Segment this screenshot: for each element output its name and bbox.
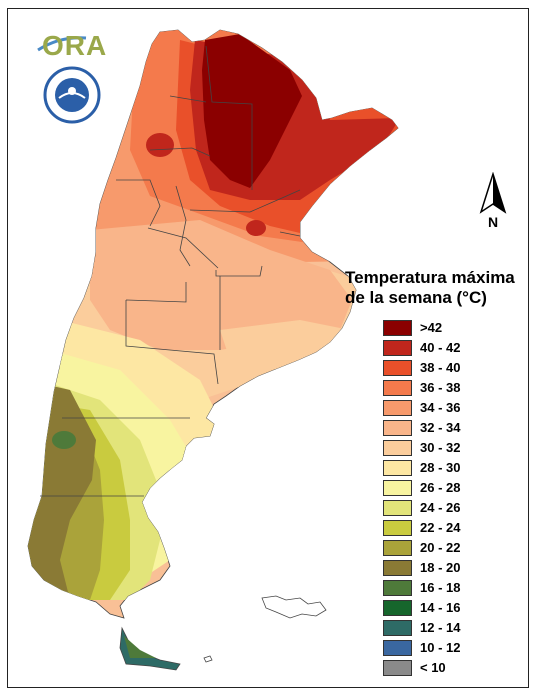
legend-item: 14 - 16 <box>383 598 523 618</box>
legend-swatch <box>383 500 412 516</box>
legend-item: 38 - 40 <box>383 358 523 378</box>
legend-swatch <box>383 340 412 356</box>
legend-title-line1: Temperatura máxima <box>345 268 515 287</box>
province-borders <box>40 45 301 497</box>
legend-swatch <box>383 440 412 456</box>
falkland-islands <box>261 595 327 619</box>
legend-label: 28 - 30 <box>420 460 461 475</box>
legend-swatch <box>383 600 412 616</box>
seal-icon <box>43 66 101 124</box>
legend-label: < 10 <box>420 660 446 675</box>
legend-item: 28 - 30 <box>383 458 523 478</box>
legend-swatch <box>383 540 412 556</box>
legend-swatch <box>383 360 412 376</box>
legend-item: 18 - 20 <box>383 558 523 578</box>
legend-label: 34 - 36 <box>420 400 461 415</box>
legend-label: 36 - 38 <box>420 380 461 395</box>
legend-label: >42 <box>420 320 443 335</box>
legend-swatch <box>383 400 412 416</box>
legend-label: 22 - 24 <box>420 520 461 535</box>
legend-item: 16 - 18 <box>383 578 523 598</box>
legend-label: 38 - 40 <box>420 360 461 375</box>
legend-label: 16 - 18 <box>420 580 461 595</box>
ora-wordmark: ORA <box>42 30 108 61</box>
legend-swatch <box>383 660 412 676</box>
legend-label: 40 - 42 <box>420 340 461 355</box>
legend-item: 32 - 34 <box>383 418 523 438</box>
legend-item: 34 - 36 <box>383 398 523 418</box>
north-arrow-icon <box>479 172 507 214</box>
legend-item: 26 - 28 <box>383 478 523 498</box>
legend-label: 30 - 32 <box>420 440 461 455</box>
legend-swatch <box>383 380 412 396</box>
legend-item: 22 - 24 <box>383 518 523 538</box>
legend-label: 20 - 22 <box>420 540 461 555</box>
legend-item: 20 - 22 <box>383 538 523 558</box>
legend-item: 12 - 14 <box>383 618 523 638</box>
legend-item: 40 - 42 <box>383 338 523 358</box>
legend-item: >42 <box>383 318 523 338</box>
ora-logo-swoosh-icon <box>37 36 87 52</box>
legend: Temperatura máxima de la semana (°C) >42… <box>345 268 525 676</box>
legend-label: 18 - 20 <box>420 560 461 575</box>
legend-swatch <box>383 320 412 336</box>
legend-title-line2: de la semana (°C) <box>345 288 487 307</box>
legend-label: 14 - 16 <box>420 600 461 615</box>
legend-item: 36 - 38 <box>383 378 523 398</box>
legend-label: 10 - 12 <box>420 640 461 655</box>
legend-swatch <box>383 460 412 476</box>
legend-label: 12 - 14 <box>420 620 461 635</box>
north-label: N <box>488 214 499 230</box>
legend-item: 24 - 26 <box>383 498 523 518</box>
legend-swatch <box>383 580 412 596</box>
legend-swatch <box>383 520 412 536</box>
legend-label: 32 - 34 <box>420 420 461 435</box>
legend-label: 24 - 26 <box>420 500 461 515</box>
legend-label: 26 - 28 <box>420 480 461 495</box>
legend-item: 10 - 12 <box>383 638 523 658</box>
legend-items: >42 40 - 42 38 - 40 36 - 38 34 - 36 32 - 34 30… <box>383 318 523 678</box>
legend-swatch <box>383 560 412 576</box>
legend-swatch <box>383 420 412 436</box>
legend-swatch <box>383 620 412 636</box>
legend-item: < 10 <box>383 658 523 678</box>
ora-logo: ORA <box>36 28 106 64</box>
legend-swatch <box>383 480 412 496</box>
legend-swatch <box>383 640 412 656</box>
legend-item: 30 - 32 <box>383 438 523 458</box>
